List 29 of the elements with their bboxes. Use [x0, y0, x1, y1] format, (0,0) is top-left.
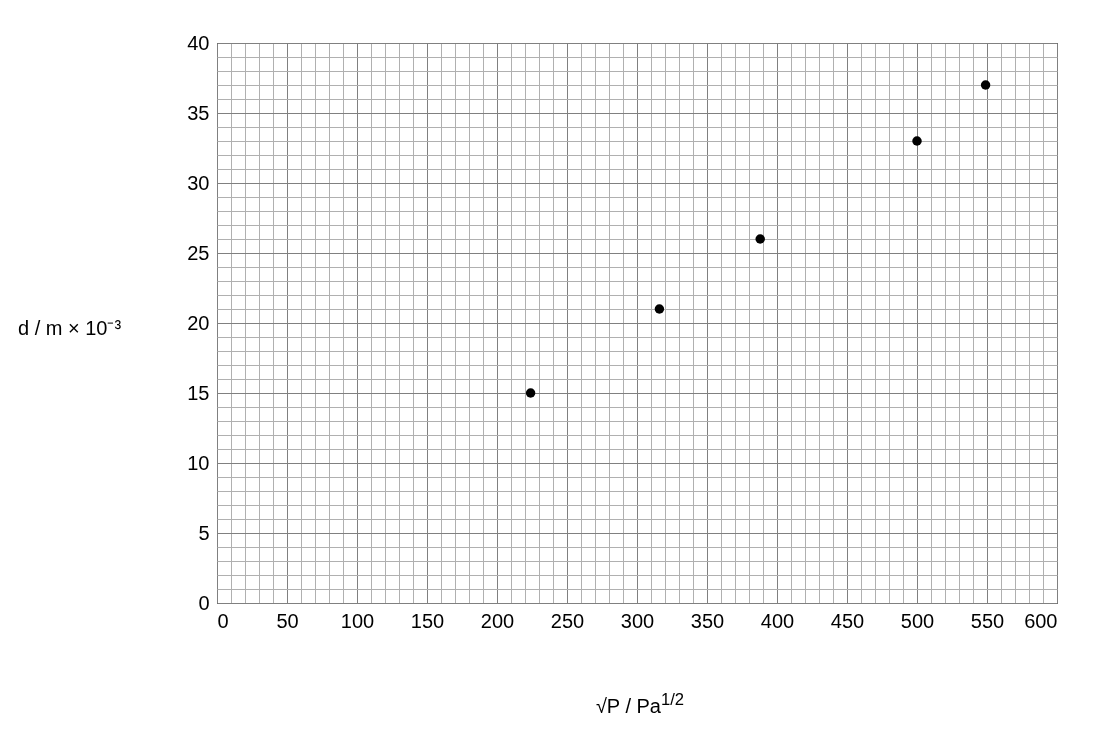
y-tick-label: 30 — [187, 171, 210, 194]
x-tick-label: 450 — [830, 609, 865, 632]
y-tick-label: 15 — [187, 381, 210, 404]
x-tick-label: 350 — [690, 609, 725, 632]
y-axis-title: d / m × 10⁻³ — [18, 316, 122, 341]
x-tick-label: 150 — [410, 609, 445, 632]
y-tick-label: 25 — [187, 241, 210, 264]
y-tick-label: 20 — [187, 311, 210, 334]
x-tick-label: 200 — [480, 609, 515, 632]
x-tick-label: 300 — [620, 609, 655, 632]
y-tick-label: 10 — [187, 451, 210, 474]
x-axis-title: √P / Pa$^{1/2}$ — [594, 690, 686, 718]
x-tick-label: 500 — [900, 609, 935, 632]
y-tick-label: 40 — [187, 31, 210, 54]
point — [525, 388, 536, 398]
x-tick-label: 100 — [340, 609, 375, 632]
point — [980, 80, 991, 90]
x-tick-label: 250 — [550, 609, 585, 632]
point — [654, 304, 665, 314]
y-tick-label: 0 — [198, 591, 210, 614]
x-tick-label: 600 — [1024, 609, 1058, 632]
point — [912, 136, 922, 146]
x-tick-label: 0 — [217, 609, 229, 632]
x-tick-label: 400 — [760, 609, 795, 632]
point — [755, 234, 765, 244]
x-tick-label: 50 — [276, 609, 299, 632]
x-tick-label: 550 — [970, 609, 1005, 632]
y-tick-label: 5 — [198, 521, 210, 544]
y-tick-label: 35 — [187, 101, 210, 124]
